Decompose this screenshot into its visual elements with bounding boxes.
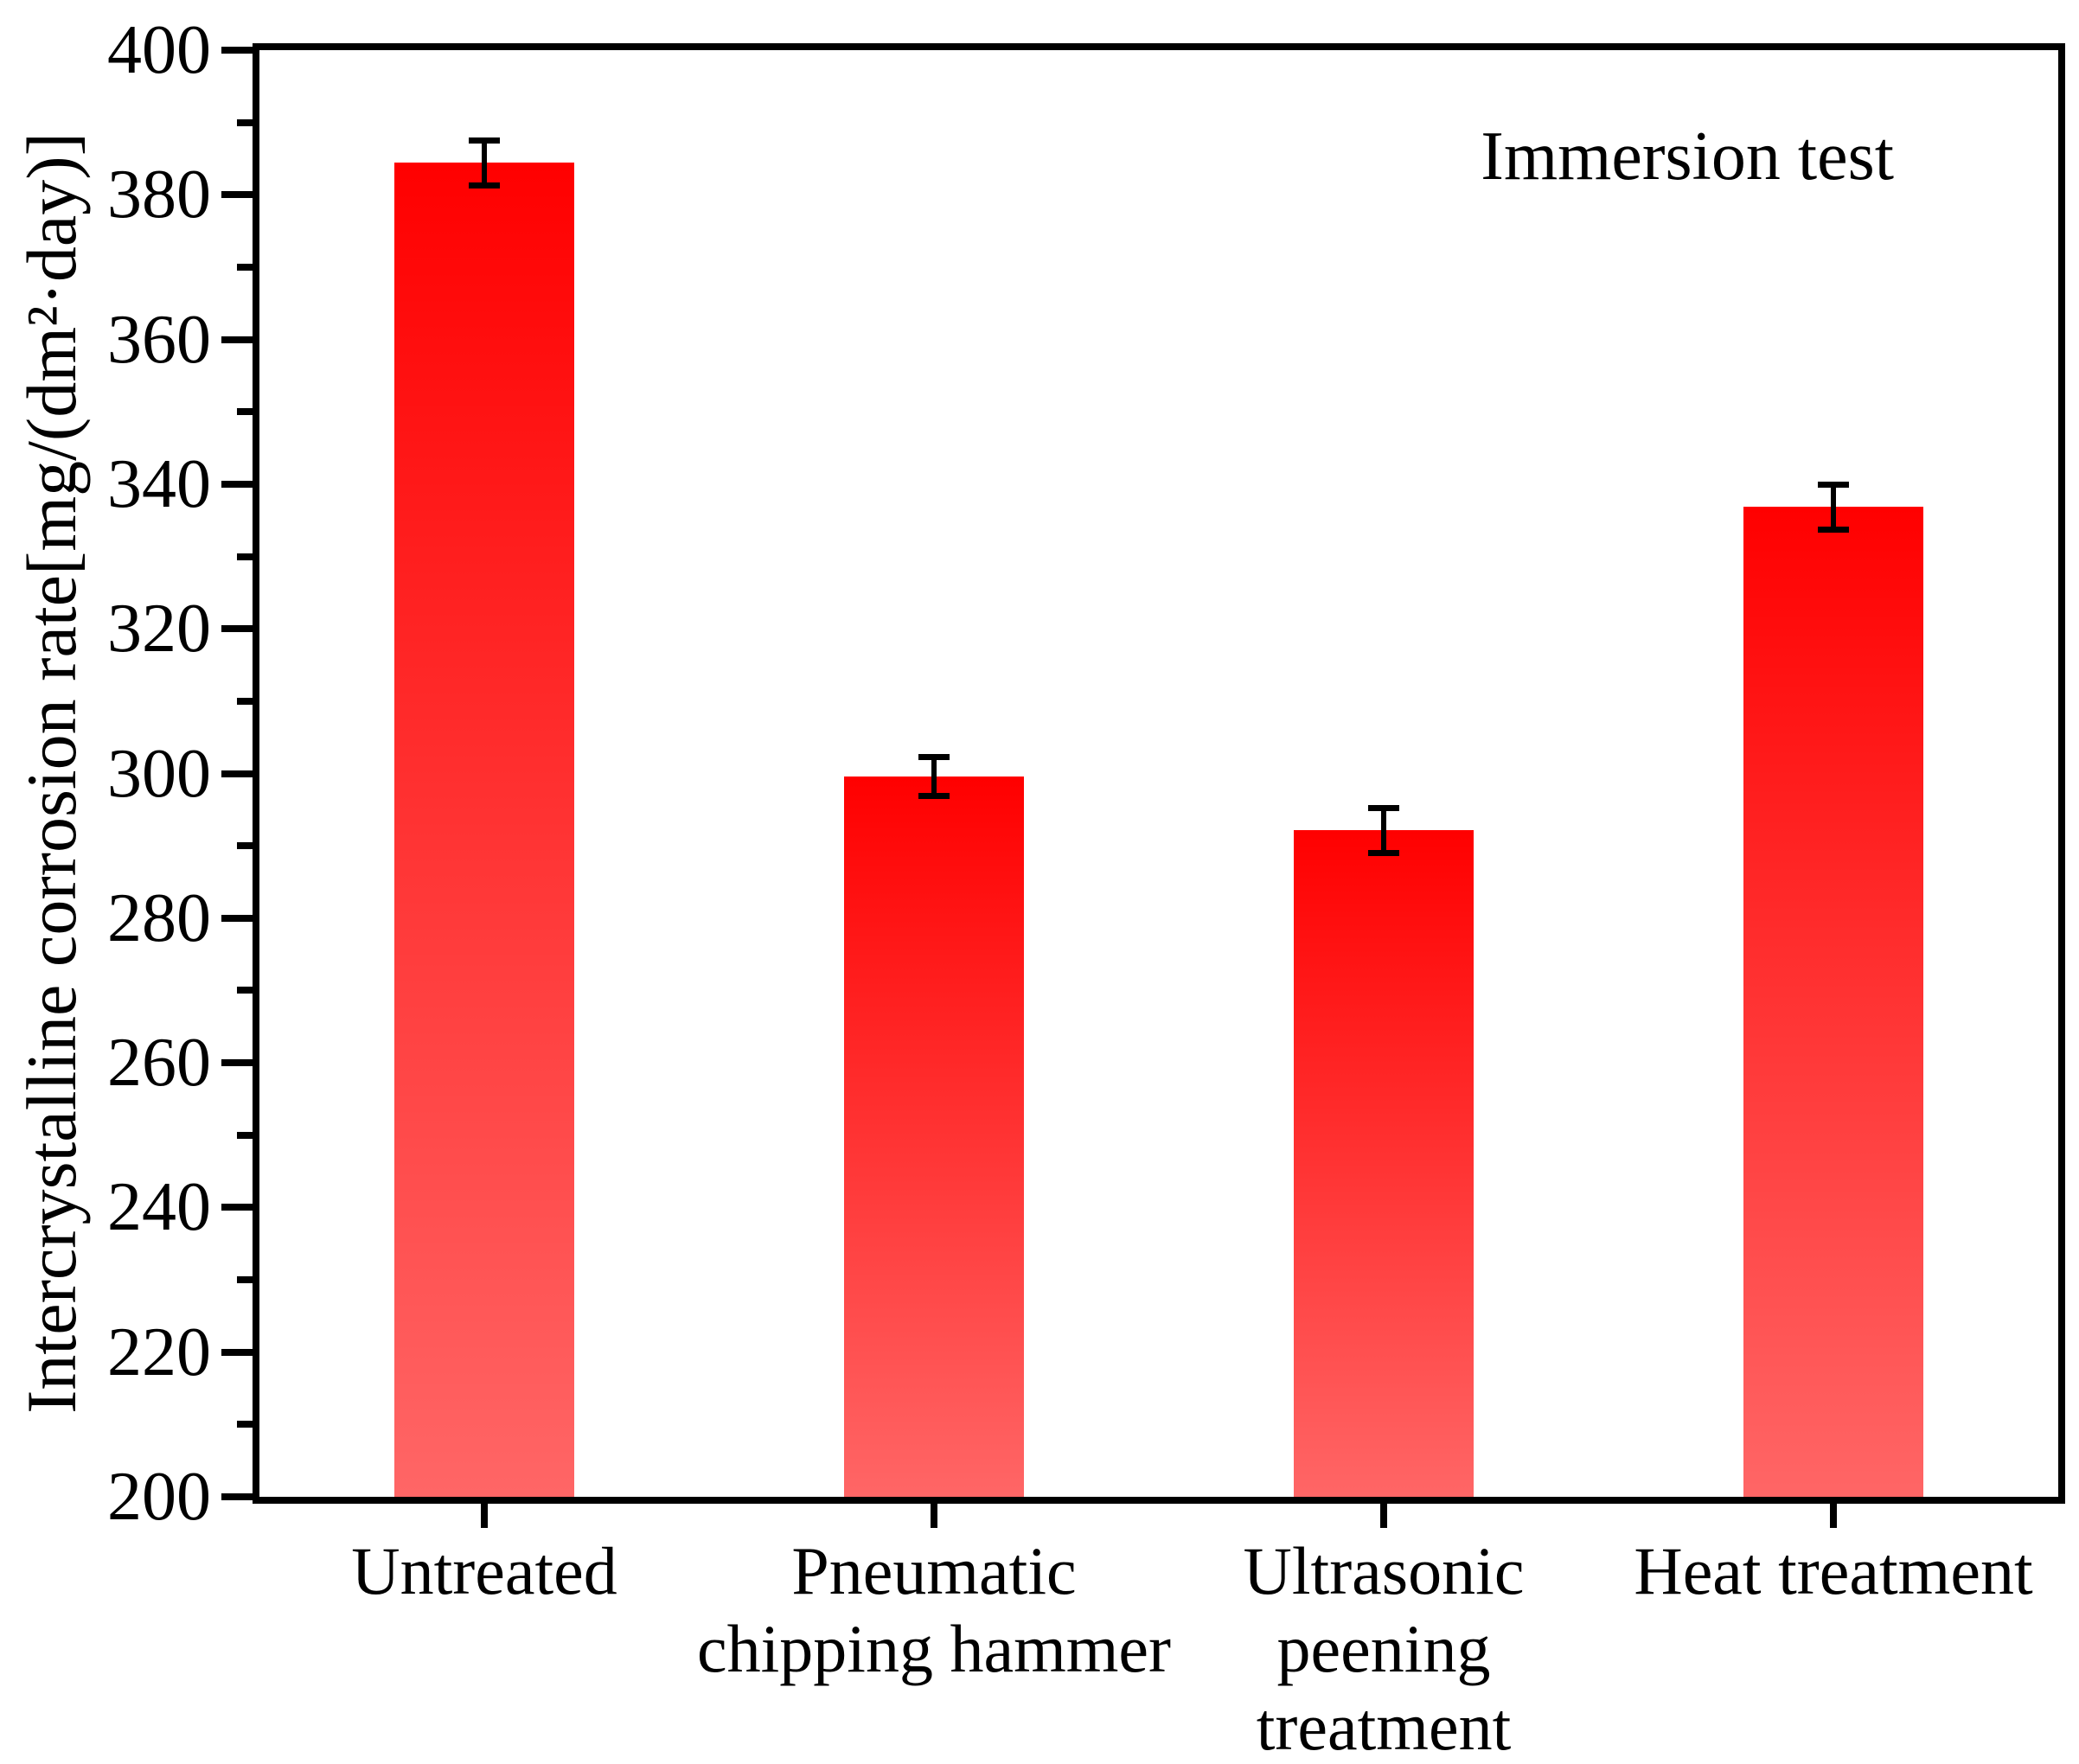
error-bar-cap-top: [469, 137, 500, 144]
y-minor-tick: [237, 1276, 253, 1284]
y-tick-label: 220: [107, 1313, 211, 1390]
y-tick-label: 340: [107, 445, 211, 522]
y-minor-tick: [237, 987, 253, 994]
error-bar-line: [931, 757, 937, 796]
x-tick: [1380, 1504, 1387, 1528]
y-major-tick: [221, 1348, 253, 1356]
x-category-label-line: chipping hammer: [696, 1611, 1172, 1686]
y-major-tick: [221, 336, 253, 343]
y-minor-tick: [237, 697, 253, 705]
error-bar-cap-top: [918, 754, 950, 761]
y-tick-label: 240: [107, 1169, 211, 1246]
y-tick-label: 400: [107, 12, 211, 88]
y-major-tick: [221, 914, 253, 922]
y-minor-tick: [237, 1421, 253, 1428]
x-category-label-line: Pneumatic: [791, 1533, 1077, 1608]
y-tick-label: 320: [107, 591, 211, 668]
x-tick: [931, 1504, 937, 1528]
error-bar-cap-top: [1818, 481, 1849, 488]
x-category-label: Untreated: [95, 1532, 873, 1610]
bar-ultrasonic-peening-treatment: [1294, 829, 1474, 1497]
x-tick: [1830, 1504, 1837, 1528]
y-tick-label: 280: [107, 879, 211, 956]
y-minor-tick: [237, 842, 253, 850]
x-category-label: Pneumatic chipping hammer: [545, 1532, 1323, 1688]
bar-pneumatic-chipping-hammer: [844, 776, 1024, 1497]
y-major-tick: [221, 625, 253, 633]
y-major-tick: [221, 480, 253, 488]
x-category-label-line: Untreated: [351, 1533, 617, 1608]
bar-untreated: [394, 162, 574, 1497]
x-category-label-line: treatment: [1256, 1689, 1512, 1764]
error-bar-cap-bottom: [1818, 526, 1849, 533]
y-minor-tick: [237, 118, 253, 126]
x-tick: [481, 1504, 488, 1528]
y-minor-tick: [237, 263, 253, 271]
error-bar-line: [1381, 807, 1386, 853]
chart-annotation: Immersion test: [1481, 118, 1894, 195]
x-category-label-line: peening: [1276, 1611, 1491, 1686]
y-tick-label: 380: [107, 157, 211, 233]
y-major-tick: [221, 1204, 253, 1211]
error-bar-cap-top: [1368, 804, 1399, 811]
error-bar-cap-bottom: [1368, 849, 1399, 856]
error-bar-line: [482, 139, 487, 185]
y-minor-tick: [237, 553, 253, 560]
y-tick-label: 260: [107, 1025, 211, 1102]
x-category-label-line: Heat treatment: [1634, 1533, 2033, 1608]
error-bar-cap-bottom: [918, 793, 950, 800]
y-major-tick: [221, 47, 253, 54]
y-tick-label: 300: [107, 735, 211, 812]
error-bar-line: [1831, 483, 1836, 529]
y-tick-label: 360: [107, 301, 211, 378]
y-major-tick: [221, 191, 253, 199]
error-bar-cap-bottom: [469, 182, 500, 189]
y-minor-tick: [237, 1131, 253, 1139]
bar-heat-treatment: [1743, 506, 1923, 1497]
y-major-tick: [221, 1059, 253, 1067]
y-minor-tick: [237, 408, 253, 416]
y-tick-label: 200: [107, 1459, 211, 1535]
x-category-label: Heat treatment: [1444, 1532, 2079, 1610]
x-category-label-line: Ultrasonic: [1243, 1533, 1525, 1608]
y-major-tick: [221, 770, 253, 777]
x-category-label: Ultrasonic peening treatment: [995, 1532, 1773, 1764]
y-major-tick: [221, 1493, 253, 1500]
